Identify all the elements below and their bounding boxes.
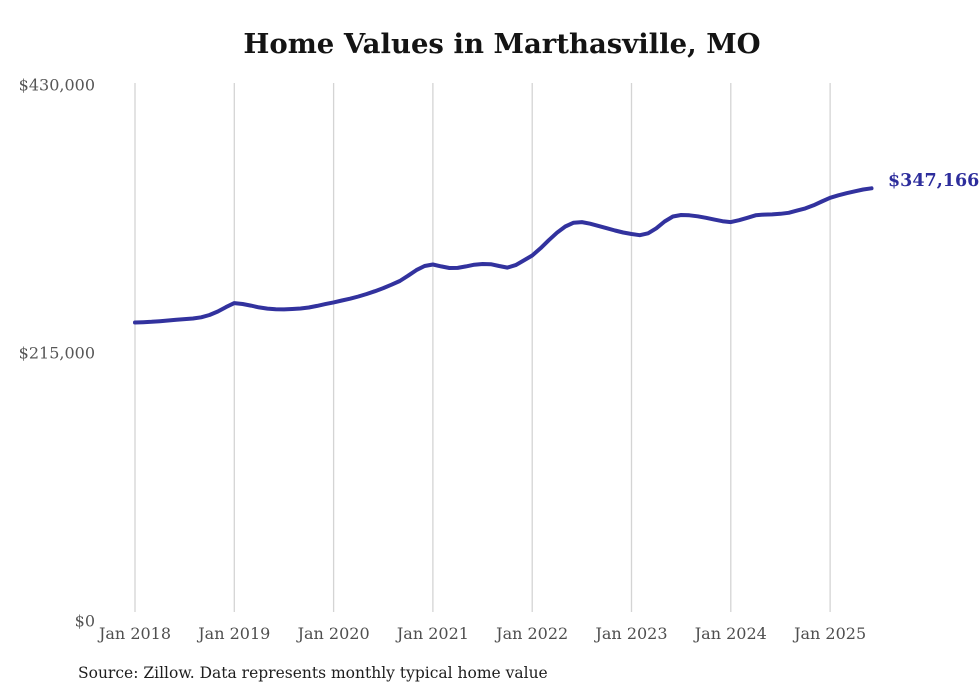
home-value-line-series [133, 186, 874, 325]
x-tick-label: Jan 2018 [98, 624, 172, 643]
x-tick-label: Jan 2022 [496, 624, 569, 643]
source-note: Source: Zillow. Data represents monthly … [78, 664, 548, 682]
y-tick-label: $0 [74, 611, 95, 631]
x-tick-label: Jan 2023 [595, 624, 668, 643]
chart-title: Home Values in Marthasville, MO [243, 28, 761, 60]
x-tick-label: Jan 2019 [198, 624, 271, 643]
x-tick-label: Jan 2025 [794, 624, 867, 643]
vertical-gridlines [134, 83, 831, 612]
y-tick-label: $215,000 [18, 343, 95, 363]
x-tick-label: Jan 2024 [694, 624, 767, 643]
y-tick-label: $430,000 [18, 75, 95, 95]
x-tick-label: Jan 2020 [297, 624, 370, 643]
latest-value-label: $347,166 [888, 171, 980, 191]
x-tick-label: Jan 2021 [396, 624, 469, 643]
